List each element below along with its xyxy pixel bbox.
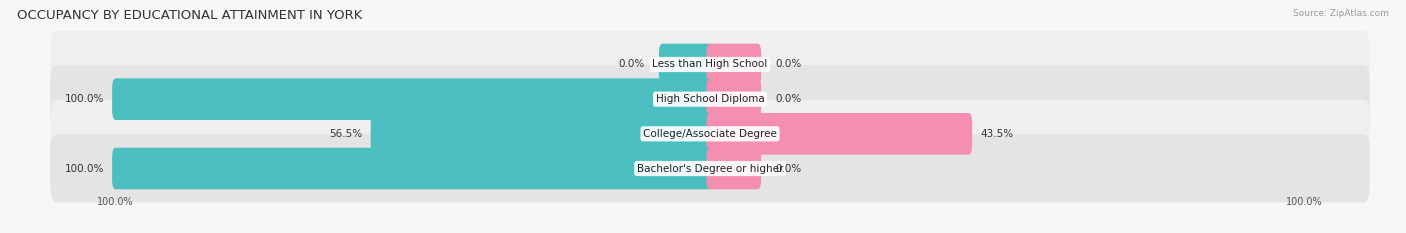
Text: 0.0%: 0.0% xyxy=(776,164,801,174)
FancyBboxPatch shape xyxy=(51,31,1369,99)
FancyBboxPatch shape xyxy=(51,100,1369,168)
FancyBboxPatch shape xyxy=(51,134,1369,202)
Text: 56.5%: 56.5% xyxy=(329,129,363,139)
Text: 100.0%: 100.0% xyxy=(65,164,104,174)
FancyBboxPatch shape xyxy=(706,148,761,189)
Text: OCCUPANCY BY EDUCATIONAL ATTAINMENT IN YORK: OCCUPANCY BY EDUCATIONAL ATTAINMENT IN Y… xyxy=(17,9,363,22)
Text: 0.0%: 0.0% xyxy=(776,59,801,69)
FancyBboxPatch shape xyxy=(706,78,761,120)
Text: 100.0%: 100.0% xyxy=(65,94,104,104)
FancyBboxPatch shape xyxy=(659,44,714,85)
FancyBboxPatch shape xyxy=(112,148,714,189)
Text: Source: ZipAtlas.com: Source: ZipAtlas.com xyxy=(1294,9,1389,18)
FancyBboxPatch shape xyxy=(112,78,714,120)
Text: High School Diploma: High School Diploma xyxy=(655,94,765,104)
Text: 0.0%: 0.0% xyxy=(619,59,645,69)
Text: Less than High School: Less than High School xyxy=(652,59,768,69)
FancyBboxPatch shape xyxy=(706,113,972,155)
FancyBboxPatch shape xyxy=(371,113,714,155)
Text: 0.0%: 0.0% xyxy=(776,94,801,104)
FancyBboxPatch shape xyxy=(706,44,761,85)
Text: Bachelor's Degree or higher: Bachelor's Degree or higher xyxy=(637,164,783,174)
FancyBboxPatch shape xyxy=(51,65,1369,133)
Text: College/Associate Degree: College/Associate Degree xyxy=(643,129,778,139)
Text: 43.5%: 43.5% xyxy=(980,129,1014,139)
